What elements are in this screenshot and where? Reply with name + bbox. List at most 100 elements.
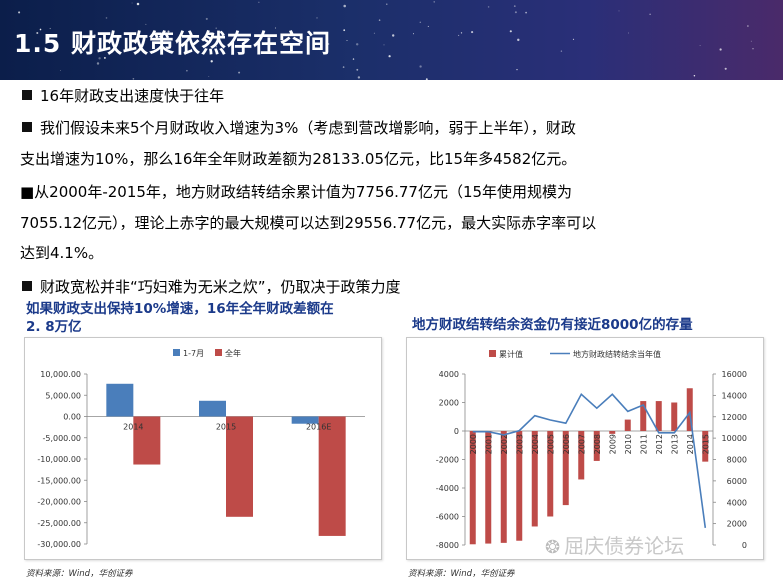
square-bullet-icon: [22, 122, 32, 132]
y-tick-label: -10,000.00: [37, 455, 81, 464]
right-y-tick-label: 0: [742, 541, 747, 550]
star: [719, 48, 722, 51]
bullet-1-text: 16年财政支出速度快于往年: [40, 87, 225, 105]
left-y-tick-label: -8000: [436, 541, 459, 550]
bar-2013: [671, 402, 678, 431]
bullet-2-line-1: 我们假设未来5个月财政收入增速为3%（考虑到营改增影响，弱于上半年），财政: [40, 119, 576, 137]
star: [215, 46, 217, 48]
square-bullet-icon: [22, 281, 32, 291]
star: [383, 44, 385, 46]
right-y-tick-label: 8000: [727, 456, 747, 465]
star: [425, 78, 428, 80]
chart-1-svg: 1-7月 全年 -30,000.00 -25,000.00 -20,000.00 -15,…: [37, 348, 365, 549]
star: [378, 19, 381, 21]
chart-1-title-line-1: 如果财政支出保持10%增速，16年全年财政差额在: [26, 301, 334, 317]
left-y-tick-label: -4000: [436, 484, 459, 493]
legend-label-bar: 累计值: [499, 349, 523, 359]
watermark-text: 屈庆债券论坛: [564, 534, 685, 558]
x-tick-label: 2002: [500, 434, 509, 454]
starfield-background: [18, 1, 754, 80]
star: [215, 27, 217, 29]
bar-2010: [624, 419, 631, 431]
chart-2-svg: 累计值 地方财政结转结余当年值 -8000 -6000 -4000 -2000 0 2000 4…: [436, 349, 747, 550]
x-tick-label: 2015: [701, 434, 710, 454]
bar-2004: [531, 431, 538, 527]
bar-2003: [516, 431, 523, 541]
star: [356, 68, 359, 71]
star: [628, 32, 629, 34]
star: [156, 41, 158, 43]
star: [96, 62, 100, 65]
star: [238, 71, 241, 74]
star: [525, 11, 527, 14]
slide-title: 1.5 财政政策依然存在空间: [14, 29, 331, 58]
y-tick-label: -20,000.00: [37, 498, 81, 507]
star: [98, 57, 101, 60]
x-tick-label: 2010: [624, 434, 633, 454]
x-tick-label: 2014: [123, 423, 143, 432]
star: [427, 25, 429, 27]
star: [412, 33, 415, 35]
square-bullet-icon: [22, 90, 32, 100]
x-tick-label: 2011: [639, 434, 648, 454]
left-y-tick-label: 2000: [439, 399, 459, 408]
star: [386, 3, 388, 5]
y-tick-label: -30,000.00: [37, 540, 81, 549]
star: [373, 32, 375, 34]
star: [343, 29, 346, 32]
star: [39, 28, 42, 31]
star: [460, 32, 463, 34]
star: [388, 55, 391, 58]
right-y-tick-label: 10000: [722, 434, 747, 443]
star: [132, 78, 135, 80]
x-tick-label: 2012: [655, 434, 664, 454]
star: [572, 38, 575, 41]
x-tick-label: 2014: [686, 434, 695, 454]
star: [103, 56, 106, 59]
chart-1-title-line-2: 2. 8万亿: [26, 319, 82, 335]
legend-label-全年: 全年: [225, 348, 241, 358]
wechat-icon: ❂: [545, 537, 561, 558]
star: [131, 2, 133, 4]
x-tick-label: 2008: [593, 434, 602, 454]
star: [724, 67, 727, 70]
star: [747, 25, 749, 27]
star: [205, 17, 208, 20]
left-y-tick-label: -6000: [436, 513, 459, 522]
bar-全年-2014: [133, 416, 161, 465]
bar-1-7月-2014: [106, 383, 134, 417]
star: [327, 43, 330, 45]
bar-2014: [686, 388, 693, 431]
star: [93, 34, 96, 37]
star: [699, 45, 701, 46]
right-y-tick-label: 12000: [722, 413, 747, 422]
star: [560, 50, 563, 52]
bullet-3-line-2: 7055.12亿元），理论上赤字的最大规模可以达到29556.77亿元，最大实际…: [20, 214, 597, 232]
star: [105, 17, 108, 19]
chart-1-source: 资料来源：Wind，华创证券: [26, 569, 133, 579]
bar-2001: [485, 431, 492, 544]
star: [509, 30, 512, 33]
bar-2009: [609, 431, 616, 434]
right-y-tick-label: 4000: [727, 498, 747, 507]
right-y-tick-label: 16000: [722, 370, 747, 379]
bar-2011: [640, 401, 647, 431]
x-tick-label: 2001: [484, 434, 493, 454]
star: [513, 5, 516, 7]
star: [59, 70, 61, 71]
bar-2012: [655, 401, 662, 431]
star: [458, 34, 460, 36]
bar-2015: [702, 431, 709, 462]
star: [36, 31, 39, 35]
star: [167, 30, 170, 33]
left-y-tick-label: 4000: [439, 370, 459, 379]
bullet-4: 财政宽松并非“巧妇难为无米之炊”，仍取决于政策力度: [22, 277, 401, 297]
y-tick-label: -5,000.00: [42, 434, 81, 443]
star: [355, 43, 359, 46]
star: [145, 23, 147, 25]
bar-全年-2016E: [318, 416, 346, 536]
slide-header: 1.5 财政政策依然存在空间: [0, 0, 783, 80]
chart-2-source: 资料来源：Wind，华创证券: [408, 569, 515, 579]
chart-2-title: 地方财政结转结余资金仍有接近8000亿的存量: [412, 317, 693, 333]
left-y-tick-label: -2000: [436, 456, 459, 465]
